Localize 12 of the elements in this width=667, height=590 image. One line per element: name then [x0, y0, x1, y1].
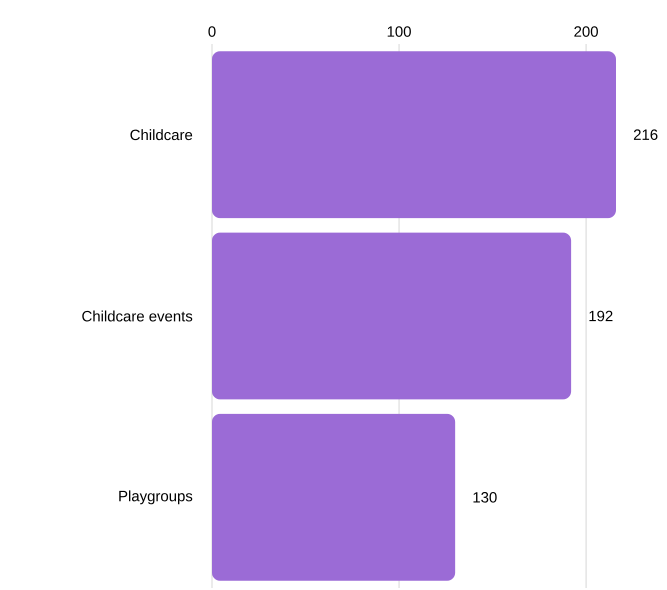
- bar: [212, 414, 456, 581]
- x-tick-label: 200: [574, 26, 598, 37]
- bar: [212, 232, 572, 400]
- data-label: 192: [589, 310, 612, 322]
- x-tick-label: 0: [208, 26, 216, 37]
- data-label: 216: [634, 129, 658, 140]
- bar: [212, 51, 616, 218]
- y-tick-label: Playgroups: [119, 490, 192, 504]
- x-tick-label: 100: [388, 26, 411, 37]
- y-tick-label: Childcare events: [82, 310, 192, 322]
- data-label: 130: [473, 492, 497, 503]
- y-tick-label: Childcare: [130, 129, 192, 140]
